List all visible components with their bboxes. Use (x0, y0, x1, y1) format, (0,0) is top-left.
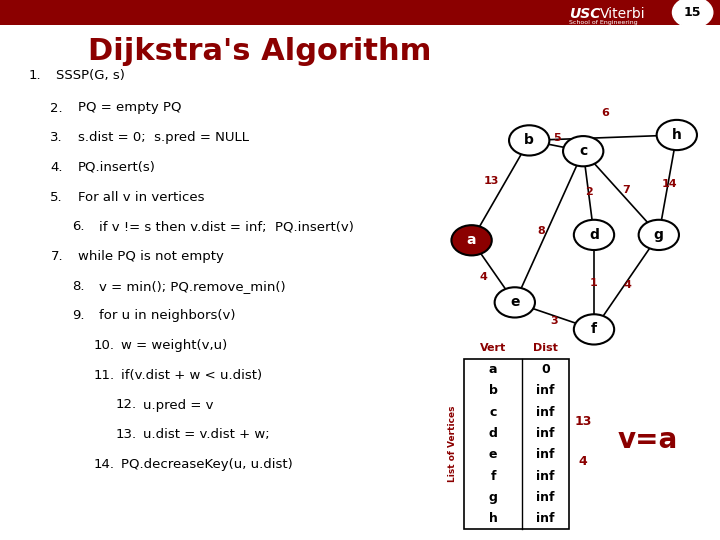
Text: 4: 4 (579, 455, 588, 468)
Text: 4.: 4. (50, 161, 63, 174)
Text: g: g (654, 228, 664, 242)
Circle shape (574, 220, 614, 250)
Text: 3.: 3. (50, 131, 63, 144)
Text: s.dist = 0;  s.pred = NULL: s.dist = 0; s.pred = NULL (78, 131, 249, 144)
Text: 7: 7 (623, 185, 630, 195)
Text: inf: inf (536, 512, 554, 525)
Text: Viterbi: Viterbi (600, 7, 645, 21)
Text: u.dist = v.dist + w;: u.dist = v.dist + w; (143, 428, 269, 441)
Text: 12.: 12. (115, 399, 136, 411)
Text: inf: inf (536, 384, 554, 397)
Text: d: d (589, 228, 599, 242)
Text: USC: USC (569, 7, 600, 21)
Text: 7.: 7. (50, 250, 63, 263)
Text: 9.: 9. (72, 309, 84, 322)
Text: b: b (489, 384, 498, 397)
Text: 1: 1 (590, 279, 597, 288)
Circle shape (657, 120, 697, 150)
Text: PQ = empty PQ: PQ = empty PQ (78, 102, 181, 114)
Text: PQ.decreaseKey(u, u.dist): PQ.decreaseKey(u, u.dist) (121, 458, 293, 471)
Text: inf: inf (536, 470, 554, 483)
Circle shape (563, 136, 603, 166)
Text: 2.: 2. (50, 102, 63, 114)
Circle shape (509, 125, 549, 156)
Text: inf: inf (536, 448, 554, 461)
Text: 4: 4 (624, 280, 631, 290)
Text: 14: 14 (662, 179, 678, 188)
Text: 14.: 14. (94, 458, 114, 471)
Text: 10.: 10. (94, 339, 114, 352)
Text: d: d (489, 427, 498, 440)
Text: c: c (490, 406, 497, 419)
Text: 1.: 1. (29, 69, 42, 82)
Text: w = weight(v,u): w = weight(v,u) (121, 339, 228, 352)
Circle shape (672, 0, 713, 28)
Text: b: b (524, 133, 534, 147)
Text: PQ.insert(s): PQ.insert(s) (78, 161, 156, 174)
Text: h: h (489, 512, 498, 525)
Text: SSSP(G, s): SSSP(G, s) (56, 69, 125, 82)
Text: List of Vertices: List of Vertices (448, 406, 456, 482)
Text: inf: inf (536, 406, 554, 419)
Text: Vert: Vert (480, 343, 506, 353)
Text: u.pred = v: u.pred = v (143, 399, 213, 411)
Text: f: f (490, 470, 496, 483)
Text: 6.: 6. (72, 220, 84, 233)
Bar (0, 0, 720, 25)
Circle shape (639, 220, 679, 250)
Bar (464, 359, 569, 529)
Text: a: a (467, 233, 477, 247)
Text: f: f (591, 322, 597, 336)
Circle shape (495, 287, 535, 318)
Text: For all v in vertices: For all v in vertices (78, 191, 204, 204)
Text: c: c (579, 144, 588, 158)
Text: 13: 13 (483, 176, 499, 186)
Text: 8: 8 (538, 226, 545, 235)
Text: School of Engineering: School of Engineering (569, 20, 637, 25)
Text: e: e (510, 295, 520, 309)
Text: 11.: 11. (94, 369, 114, 382)
Text: 5: 5 (553, 133, 560, 143)
Text: a: a (489, 363, 498, 376)
Text: Dijkstra's Algorithm: Dijkstra's Algorithm (88, 37, 431, 66)
Text: inf: inf (536, 427, 554, 440)
Text: while PQ is not empty: while PQ is not empty (78, 250, 224, 263)
Text: v=a: v=a (618, 426, 678, 454)
Text: 3: 3 (551, 316, 558, 326)
Text: if(v.dist + w < u.dist): if(v.dist + w < u.dist) (121, 369, 262, 382)
Circle shape (451, 225, 492, 255)
Text: 13: 13 (575, 415, 592, 428)
Text: 6: 6 (601, 109, 608, 118)
Text: for u in neighbors(v): for u in neighbors(v) (99, 309, 236, 322)
Text: 13.: 13. (115, 428, 136, 441)
Text: h: h (672, 128, 682, 142)
Circle shape (574, 314, 614, 345)
Text: 4: 4 (480, 272, 487, 282)
Text: if v != s then v.dist = inf;  PQ.insert(v): if v != s then v.dist = inf; PQ.insert(v… (99, 220, 354, 233)
Text: g: g (489, 491, 498, 504)
Text: v = min(); PQ.remove_min(): v = min(); PQ.remove_min() (99, 280, 286, 293)
Text: 15: 15 (684, 6, 701, 19)
Text: inf: inf (536, 491, 554, 504)
Text: 2: 2 (585, 187, 593, 197)
Text: Dist: Dist (533, 343, 558, 353)
Text: e: e (489, 448, 498, 461)
Text: 0: 0 (541, 363, 550, 376)
Text: 8.: 8. (72, 280, 84, 293)
Text: 5.: 5. (50, 191, 63, 204)
